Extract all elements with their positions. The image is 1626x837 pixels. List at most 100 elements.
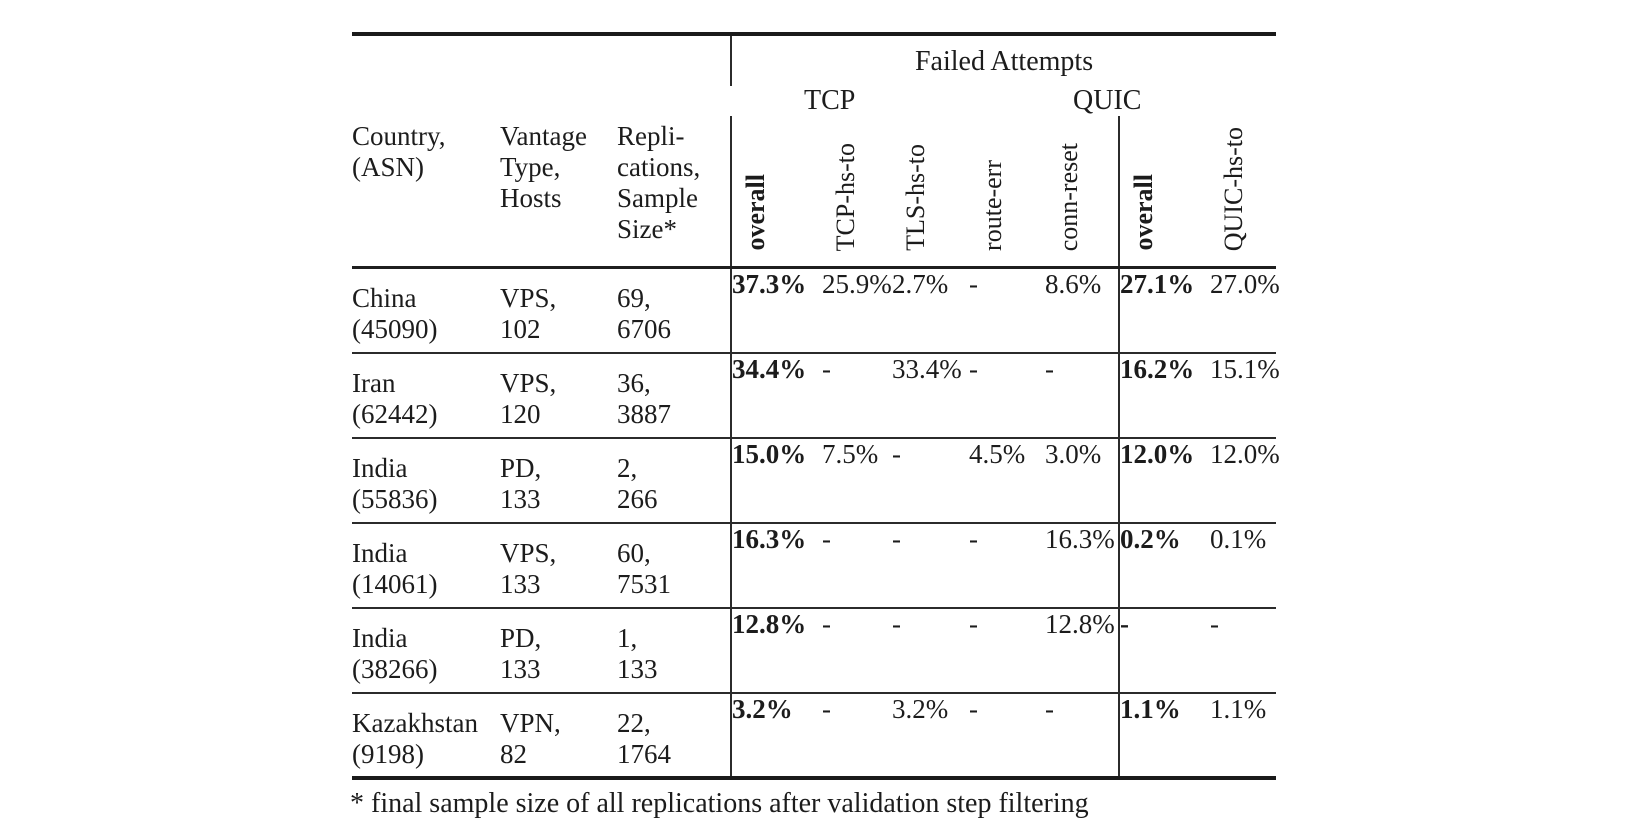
cell-tcp-hs-to: 25.9% (822, 269, 892, 299)
asn: (14061) (352, 568, 438, 599)
cell-country-asn: Kazakhstan (9198) (352, 693, 500, 778)
cell-replications: 36, 3887 (617, 353, 731, 438)
cell-country-asn: Iran (62442) (352, 353, 500, 438)
header-spacer (352, 34, 731, 86)
asn: (45090) (352, 314, 438, 344)
hosts: 133 (500, 483, 541, 514)
cell-quic-hs-to: 12.0% (1210, 438, 1280, 469)
cell-route-err: - (969, 693, 979, 724)
sample-size: 6706 (617, 314, 671, 344)
cell-country-asn: India (55836) (352, 438, 500, 523)
asn: (55836) (352, 483, 438, 514)
cell-conn-reset: - (1045, 353, 1055, 384)
header-line: Hosts (500, 183, 562, 213)
protocol-header-row: TCP QUIC (352, 86, 1276, 116)
failed-attempts-table: Failed Attempts TCP QUIC Country, (ASN) (352, 32, 1280, 780)
cell-vantage: PD, 133 (500, 438, 617, 523)
cell-quic-overall: 0.2% (1118, 522, 1211, 608)
cell-tls-hs-to: - (892, 438, 902, 469)
cell-quic-hs-to: 15.1% (1210, 353, 1280, 384)
cell-tcp-overall: 3.2% (730, 692, 823, 778)
cell-tcp-hs-to: 7.5% (822, 438, 879, 469)
cell-vantage: VPS, 120 (500, 353, 617, 438)
header-line: Vantage (500, 121, 587, 151)
country-name: Kazakhstan (352, 707, 478, 738)
cell-tcp-hs-to: - (822, 353, 832, 384)
group-label-quic: QUIC (1073, 85, 1142, 116)
cell-route-err: - (969, 269, 979, 299)
cell-quic-overall: - (1118, 607, 1211, 693)
cell-quic-overall: 27.1% (1118, 267, 1211, 353)
col-header-replications-sample-size: Repli- cations, Sample Size* (617, 116, 731, 268)
cell-route-err: - (969, 523, 979, 554)
replications: 69, (617, 283, 651, 313)
country-name: India (352, 622, 408, 653)
cell-replications: 69, 6706 (617, 268, 731, 353)
replications: 1, (617, 622, 638, 653)
rotated-header-conn-reset: conn-reset (1054, 142, 1084, 251)
cell-route-err: - (969, 608, 979, 639)
cell-replications: 1, 133 (617, 608, 731, 693)
table-row: China (45090) VPS, 102 69, 6706 37.3% 25… (352, 267, 1280, 353)
table-footnote: * final sample size of all replications … (350, 788, 1089, 819)
asn: (9198) (352, 738, 424, 769)
group-header-row: Failed Attempts (352, 34, 1277, 86)
header-line: cations, (617, 152, 701, 182)
cell-quic-hs-to: - (1210, 608, 1220, 639)
rotated-header-route-err: route-err (978, 160, 1008, 251)
sample-size: 1764 (617, 738, 671, 769)
cell-country-asn: China (45090) (352, 268, 500, 353)
vantage-type: VPS, (500, 537, 557, 568)
cell-tcp-hs-to: - (822, 693, 832, 724)
hosts: 120 (500, 398, 541, 429)
cell-country-asn: India (38266) (352, 608, 500, 693)
col-header-vantage-type-hosts: Vantage Type, Hosts (500, 116, 617, 268)
rotated-header-tcp-overall: overall (730, 116, 823, 268)
rotated-header-quic-hs-to: QUIC-hs-to (1219, 126, 1249, 251)
cell-replications: 22, 1764 (617, 693, 731, 778)
table-row: Iran (62442) VPS, 120 36, 3887 34.4% - 3… (352, 352, 1280, 438)
hosts: 82 (500, 738, 527, 769)
rotated-header-tcp-hs-to: TCP-hs-to (831, 142, 861, 251)
hosts: 133 (500, 653, 541, 684)
header-line: (ASN) (352, 152, 424, 182)
vantage-type: VPN, (500, 707, 561, 738)
vantage-type: VPS, (500, 367, 557, 398)
protocol-header-cell: TCP QUIC (731, 86, 1276, 116)
cell-conn-reset: 8.6% (1045, 269, 1102, 299)
cell-replications: 60, 7531 (617, 523, 731, 608)
country-name: India (352, 537, 408, 568)
results-table-container: Failed Attempts TCP QUIC Country, (ASN) (352, 32, 1280, 780)
sample-size: 266 (617, 483, 658, 514)
cell-conn-reset: 16.3% (1045, 523, 1115, 554)
sample-size: 7531 (617, 568, 671, 599)
asn: (38266) (352, 653, 438, 684)
header-line: Sample (617, 183, 698, 213)
cell-tls-hs-to: 3.2% (892, 693, 949, 724)
cell-quic-overall: 16.2% (1118, 352, 1211, 438)
cell-tcp-overall: 16.3% (730, 522, 823, 608)
cell-tls-hs-to: 33.4% (892, 353, 962, 384)
header-spacer (352, 86, 731, 116)
header-line: Size* (617, 214, 677, 244)
replications: 22, (617, 707, 651, 738)
cell-quic-overall: 12.0% (1118, 437, 1211, 523)
header-line: Type, (500, 152, 561, 182)
cell-vantage: PD, 133 (500, 608, 617, 693)
rotated-header-quic-overall: overall (1118, 116, 1211, 268)
header-line: Country, (352, 121, 446, 151)
col-header-country-asn: Country, (ASN) (352, 116, 500, 268)
hosts: 102 (500, 314, 541, 344)
vantage-type: VPS, (500, 283, 557, 313)
table-row: India (14061) VPS, 133 60, 7531 16.3% - … (352, 522, 1277, 608)
cell-tcp-hs-to: - (822, 523, 832, 554)
cell-route-err: 4.5% (969, 438, 1026, 469)
vantage-type: PD, (500, 452, 542, 483)
cell-conn-reset: 12.8% (1045, 608, 1115, 639)
cell-tls-hs-to: - (892, 523, 902, 554)
table-row: Kazakhstan (9198) VPN, 82 22, 1764 3.2% … (352, 692, 1277, 778)
column-header-row: Country, (ASN) Vantage Type, Hosts Repli… (352, 116, 1276, 268)
country-name: Iran (352, 367, 396, 398)
group-label-tcp: TCP (804, 85, 856, 116)
